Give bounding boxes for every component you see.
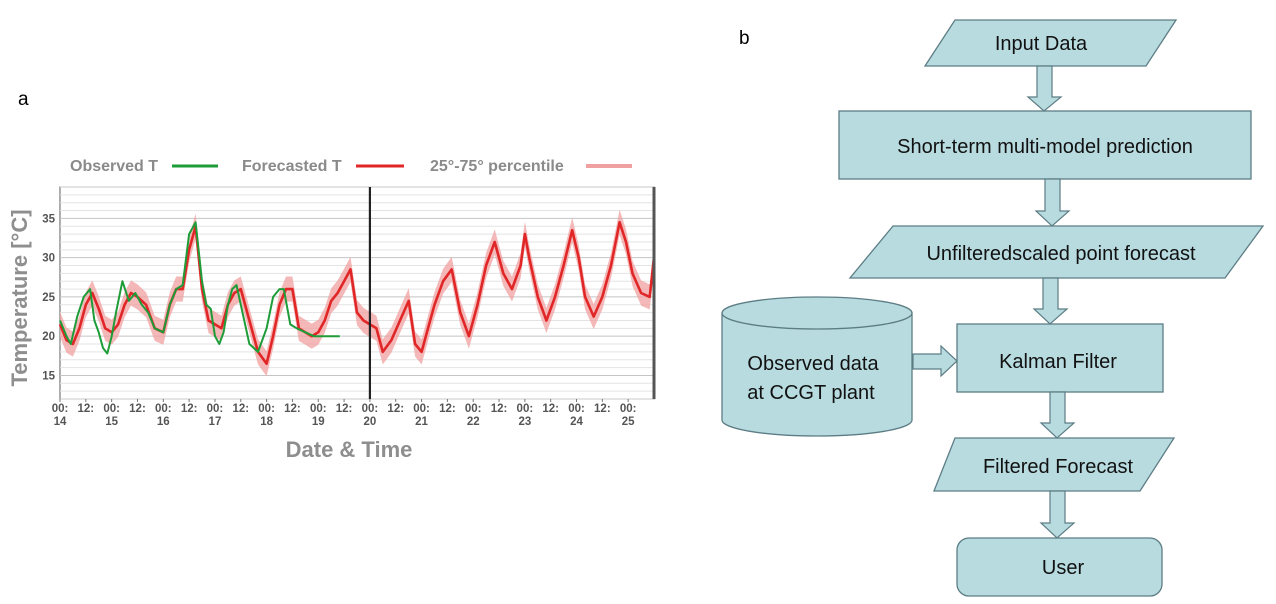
database-label-line2: at CCGT plant <box>747 382 875 404</box>
x-tick-label: 00: <box>465 403 482 415</box>
x-tick-day-label: 16 <box>157 416 170 428</box>
x-tick-day-label: 22 <box>467 416 480 428</box>
x-tick-label: 12: <box>439 403 456 415</box>
x-axis-title: Date & Time <box>286 437 413 462</box>
x-tick-day-label: 18 <box>260 416 273 428</box>
y-tick-label: 15 <box>42 370 55 382</box>
series-layer <box>58 187 656 399</box>
x-tick-label: 00: <box>207 403 224 415</box>
user-node <box>956 537 1163 597</box>
x-tick-label: 12: <box>232 403 249 415</box>
unfiltered-forecast-node <box>848 225 1265 279</box>
y-tick-label: 30 <box>42 253 55 265</box>
x-tick-label: 00: <box>310 403 327 415</box>
panel-label-b: b <box>739 28 750 49</box>
arrow-down-icon <box>1026 65 1063 112</box>
prediction-label: Short-term multi-model prediction <box>897 136 1193 158</box>
x-tick-label: 12: <box>284 403 301 415</box>
x-tick-label: 12: <box>336 403 353 415</box>
percentile-band-layer <box>60 209 654 377</box>
y-tick-label: 25 <box>42 292 55 304</box>
x-tick-label: 12: <box>542 403 559 415</box>
x-tick-label: 00: <box>103 403 120 415</box>
x-tick-label: 12: <box>181 403 198 415</box>
arrow-down-icon <box>1034 178 1071 227</box>
x-tick-day-label: 24 <box>570 416 583 428</box>
arrow-down-icon <box>1039 490 1076 539</box>
legend-label-observed: Observed T <box>70 158 158 175</box>
arrow-right-icon <box>912 344 958 378</box>
percentile-band <box>60 209 654 377</box>
input-data-label: Input Data <box>995 33 1088 55</box>
legend-label-percentile: 25°-75° percentile <box>430 158 564 175</box>
series-line-observed-t <box>59 221 340 355</box>
y-tick-label: 35 <box>42 213 55 225</box>
x-tick-day-label: 21 <box>415 416 428 428</box>
user-label: User <box>1042 557 1085 579</box>
y-axis-title: Temperature [°C] <box>7 209 32 386</box>
chart-legend: Observed T Forecasted T 25°-75° percenti… <box>70 158 632 175</box>
arrow-down-icon <box>1039 391 1076 439</box>
database-label-line1: Observed data <box>747 353 879 375</box>
filtered-forecast-label: Filtered Forecast <box>983 456 1133 478</box>
x-tick-label: 00: <box>155 403 172 415</box>
x-tick-day-label: 15 <box>105 416 118 428</box>
x-tick-day-label: 20 <box>364 416 377 428</box>
x-tick-label: 12: <box>491 403 508 415</box>
legend-label-forecasted: Forecasted T <box>242 158 342 175</box>
x-tick-day-label: 19 <box>312 416 325 428</box>
panel-label-a: a <box>18 89 29 110</box>
x-tick-day-label: 23 <box>518 416 531 428</box>
y-tick-label: 20 <box>42 331 55 343</box>
kalman-filter-node <box>956 323 1164 393</box>
x-tick-label: 00: <box>258 403 275 415</box>
temperature-chart: Observed T Forecasted T 25°-75° percenti… <box>7 158 656 462</box>
unfiltered-forecast-label: Unfilteredscaled point forecast <box>926 243 1195 265</box>
x-tick-label: 00: <box>517 403 534 415</box>
arrow-down-icon <box>1032 277 1069 325</box>
x-tick-label: 00: <box>568 403 585 415</box>
filtered-forecast-node <box>933 437 1176 492</box>
x-tick-day-label: 17 <box>209 416 222 428</box>
x-tick-label: 12: <box>387 403 404 415</box>
x-tick-label: 00: <box>52 403 69 415</box>
x-tick-label: 12: <box>78 403 95 415</box>
x-tick-label: 12: <box>594 403 611 415</box>
prediction-node <box>838 110 1252 180</box>
x-tick-label: 00: <box>620 403 637 415</box>
x-tick-label: 00: <box>362 403 379 415</box>
x-tick-label: 12: <box>129 403 146 415</box>
x-tick-label: 00: <box>413 403 430 415</box>
kalman-filter-label: Kalman Filter <box>999 351 1117 373</box>
observed-data-database-icon <box>721 296 913 437</box>
x-tick-day-label: 14 <box>54 416 67 428</box>
x-tick-day-label: 25 <box>622 416 635 428</box>
input-data-node <box>923 19 1178 67</box>
kalman-flowchart: Input Data Short-term multi-model predic… <box>721 19 1265 597</box>
